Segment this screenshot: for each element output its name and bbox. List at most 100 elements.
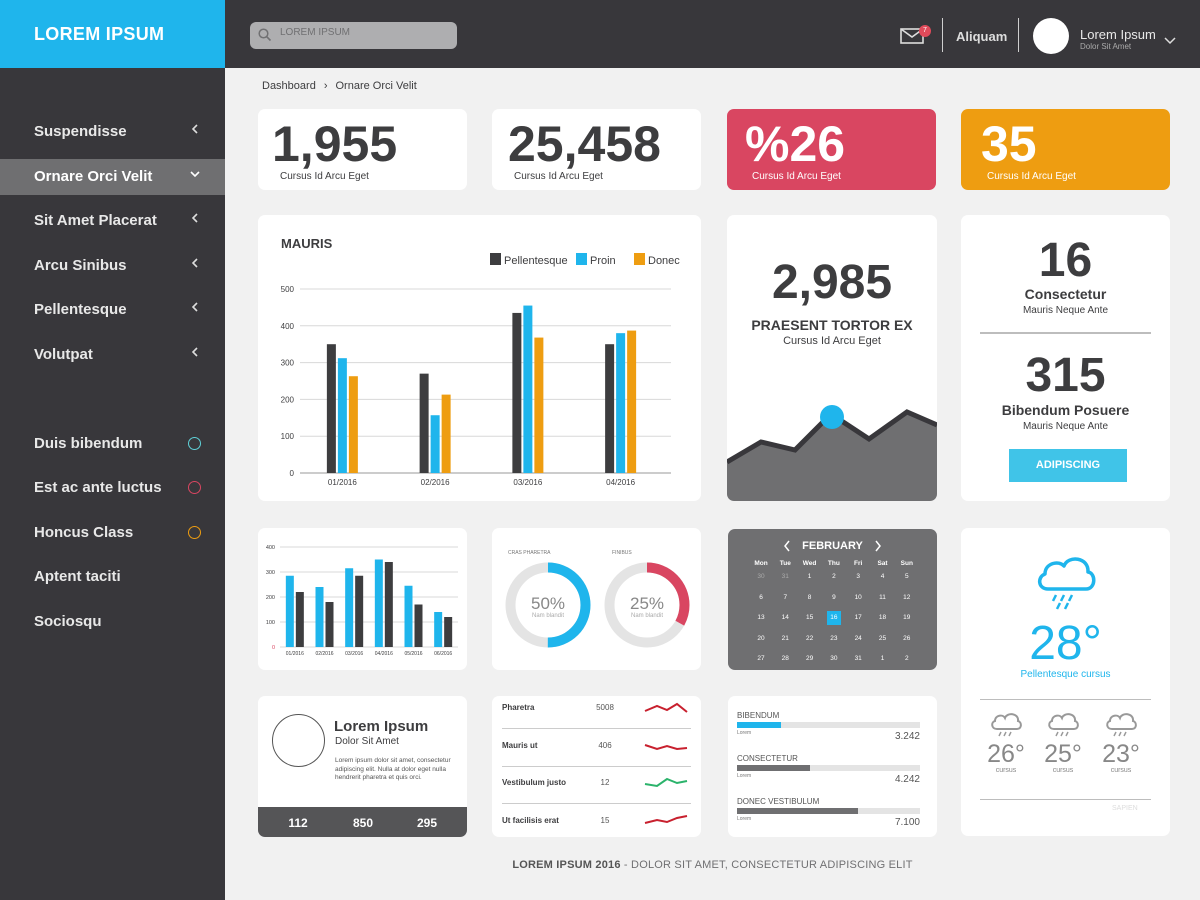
bar[interactable]: [325, 602, 334, 647]
avatar[interactable]: [272, 714, 325, 767]
sidebar-item-volutpat[interactable]: Volutpat: [0, 337, 225, 373]
bar[interactable]: [512, 312, 522, 473]
sidebar-label-sociosqu[interactable]: Sociosqu: [0, 604, 225, 640]
calendar-day[interactable]: 15: [805, 614, 814, 621]
bar[interactable]: [295, 592, 304, 647]
calendar-day[interactable]: 31: [854, 655, 862, 662]
chevron-right-icon[interactable]: [874, 539, 882, 557]
calendar-day[interactable]: 27: [757, 655, 765, 662]
sidebar-item-pellentesque[interactable]: Pellentesque: [0, 292, 225, 328]
bar[interactable]: [345, 568, 354, 647]
search-box[interactable]: [250, 22, 457, 49]
donut-arc[interactable]: [604, 562, 690, 648]
bar[interactable]: [434, 612, 443, 647]
sidebar-item-ornare[interactable]: Ornare Orci Velit: [0, 159, 225, 195]
sidebar-label-honcus[interactable]: Honcus Class: [0, 515, 225, 551]
bar[interactable]: [404, 585, 413, 647]
bar[interactable]: [534, 337, 544, 473]
bar[interactable]: [315, 587, 324, 647]
forecast-day: 23° cursus: [1097, 711, 1145, 774]
bar[interactable]: [616, 333, 626, 473]
calendar-day[interactable]: 23: [830, 634, 838, 642]
bar[interactable]: [627, 330, 637, 473]
calendar-day[interactable]: 20: [757, 634, 765, 642]
stat-value: %26: [745, 116, 846, 172]
stat-card-red[interactable]: %26 Cursus Id Arcu Eget: [727, 109, 936, 190]
calendar-day[interactable]: 14: [781, 614, 789, 621]
calendar-day[interactable]: 13: [757, 614, 765, 621]
calendar-day[interactable]: 31: [781, 573, 789, 580]
avatar[interactable]: [1033, 18, 1069, 54]
calendar-day[interactable]: 21: [781, 634, 789, 642]
calendar-day[interactable]: 25: [878, 634, 887, 642]
calendar-day[interactable]: 22: [805, 634, 814, 642]
chevron-down-icon[interactable]: [1164, 32, 1176, 50]
calendar-day[interactable]: 12: [903, 593, 911, 601]
calendar-day[interactable]: 30: [757, 573, 765, 580]
calendar-day[interactable]: 5: [904, 573, 909, 580]
bar[interactable]: [414, 604, 423, 648]
bar[interactable]: [605, 344, 615, 473]
bar[interactable]: [444, 617, 453, 647]
brand-logo[interactable]: LOREM IPSUM: [0, 0, 225, 68]
feature-card[interactable]: 2,985 PRAESENT TORTOR EX Cursus Id Arcu …: [727, 215, 937, 501]
y-tick-label: 500: [281, 285, 295, 294]
calendar-day[interactable]: 18: [878, 614, 887, 621]
calendar-day[interactable]: 2: [832, 573, 836, 580]
breadcrumb-home[interactable]: Dashboard: [262, 80, 316, 92]
calendar-day[interactable]: 19: [903, 614, 911, 621]
sidebar-label-duis[interactable]: Duis bibendum: [0, 426, 225, 462]
adipiscing-button[interactable]: ADIPISCING: [1009, 449, 1127, 482]
bar[interactable]: [285, 575, 294, 647]
calendar-day[interactable]: 1: [807, 573, 812, 580]
orange-dot-icon: [188, 526, 201, 539]
calendar-day[interactable]: 17: [854, 614, 862, 621]
bar[interactable]: [430, 415, 440, 473]
bar[interactable]: [441, 394, 451, 473]
bar[interactable]: [419, 373, 429, 473]
bar[interactable]: [374, 559, 383, 648]
donut-arc[interactable]: [505, 562, 591, 648]
user-name[interactable]: Lorem Ipsum: [1080, 27, 1156, 42]
stat-card-orange[interactable]: 35 Cursus Id Arcu Eget: [961, 109, 1170, 190]
bar[interactable]: [326, 344, 336, 473]
calendar-day[interactable]: 3: [856, 573, 860, 580]
bar[interactable]: [355, 575, 364, 647]
calendar-day[interactable]: 28: [781, 655, 789, 662]
sidebar-item-suspendisse[interactable]: Suspendisse: [0, 114, 225, 150]
sidebar-item-sit-amet[interactable]: Sit Amet Placerat: [0, 203, 225, 239]
calendar-day[interactable]: 1: [880, 655, 885, 662]
area-marker[interactable]: [820, 405, 844, 429]
sidebar-item-arcu[interactable]: Arcu Sinibus: [0, 248, 225, 284]
top-link[interactable]: Aliquam: [956, 29, 1008, 44]
calendar-day[interactable]: 4: [880, 573, 885, 580]
chevron-left-icon[interactable]: [783, 539, 791, 557]
search-input[interactable]: [280, 27, 450, 38]
bar[interactable]: [523, 305, 533, 473]
profile-subtitle: Dolor Sit Amet: [335, 736, 399, 747]
weather-link[interactable]: SAPIEN: [1112, 805, 1138, 812]
sidebar-label-est[interactable]: Est ac ante luctus: [0, 470, 225, 506]
breadcrumb: Dashboard › Ornare Orci Velit: [262, 80, 417, 92]
bar[interactable]: [337, 358, 347, 473]
calendar-day[interactable]: 24: [854, 634, 862, 642]
bar[interactable]: [348, 376, 358, 473]
trend-label: Ut facilisis erat: [502, 815, 559, 825]
calendar-day[interactable]: 30: [830, 655, 838, 662]
calendar-day[interactable]: 8: [807, 593, 812, 601]
calendar-day[interactable]: 7: [783, 593, 788, 601]
calendar-day[interactable]: 26: [903, 634, 911, 642]
stat-card[interactable]: 1,955 Cursus Id Arcu Eget: [258, 109, 467, 190]
calendar-day[interactable]: 16: [830, 614, 838, 621]
chevron-down-icon: [189, 168, 201, 180]
bar[interactable]: [384, 562, 393, 647]
calendar-day[interactable]: 29: [805, 655, 814, 662]
calendar-day[interactable]: 11: [879, 593, 886, 601]
stat-card[interactable]: 25,458 Cursus Id Arcu Eget: [492, 109, 701, 190]
calendar-day[interactable]: 9: [832, 593, 836, 601]
calendar-day[interactable]: 10: [854, 593, 862, 601]
divider: [502, 803, 691, 804]
sidebar-label-aptent[interactable]: Aptent taciti: [0, 559, 225, 595]
calendar-day[interactable]: 6: [759, 593, 763, 601]
calendar-day[interactable]: 2: [904, 655, 909, 662]
